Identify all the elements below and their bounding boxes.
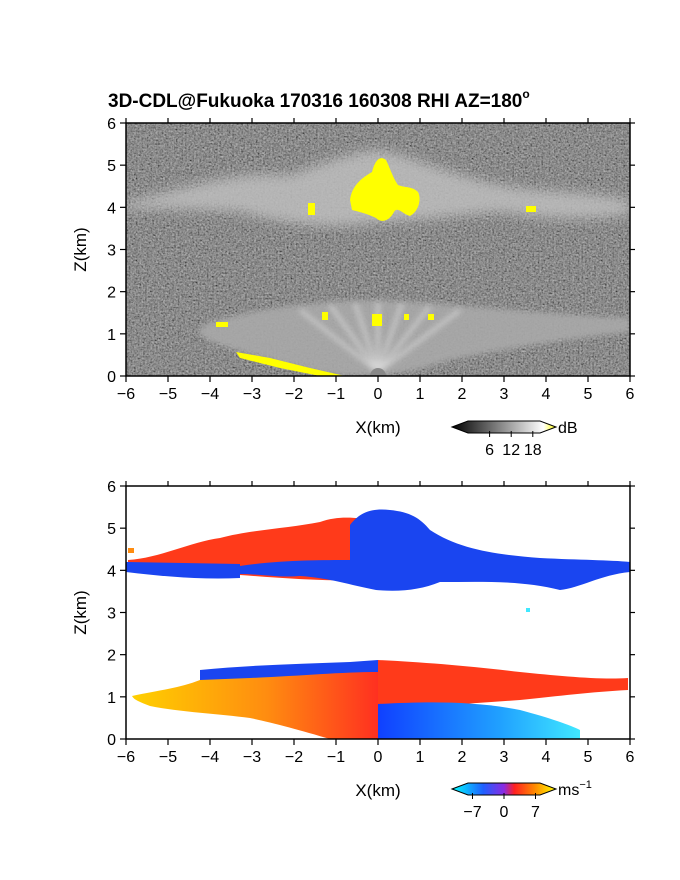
upper-east-region bbox=[240, 509, 630, 591]
velocity-xtick-label: 0 bbox=[374, 749, 383, 766]
reflectivity-colorbar-tick-label: 12 bbox=[502, 442, 520, 459]
velocity-colorbar: ms−1 −7 0 7 bbox=[450, 779, 592, 821]
velocity-xtick-label: 5 bbox=[584, 749, 593, 766]
reflectivity-ylabel: Z(km) bbox=[71, 227, 90, 271]
velocity-xtick-label: 6 bbox=[626, 749, 635, 766]
reflectivity-field bbox=[126, 123, 630, 376]
velocity-xlabel: X(km) bbox=[355, 781, 400, 800]
reflectivity-colorbar-tick-label: 6 bbox=[485, 442, 494, 459]
reflectivity-panel: −6 −5 −4 −3 −2 −1 0 1 2 3 4 5 6 0 1 2 3 4 5 6 X(km) Z(km) bbox=[71, 116, 635, 437]
reflectivity-xtick-label: −1 bbox=[327, 386, 345, 403]
velocity-ytick-label: 1 bbox=[107, 690, 116, 707]
velocity-xtick-label: −1 bbox=[327, 749, 345, 766]
velocity-ytick-label: 3 bbox=[107, 606, 116, 623]
reflectivity-xtick-label: −3 bbox=[243, 386, 261, 403]
velocity-ylabel: Z(km) bbox=[71, 590, 90, 634]
velocity-xtick-label: 3 bbox=[500, 749, 509, 766]
lower-west-region bbox=[132, 664, 378, 739]
velocity-ytick-label: 4 bbox=[107, 563, 116, 580]
reflectivity-colorbar: dB 6 12 18 bbox=[450, 420, 578, 459]
velocity-xtick-label: 4 bbox=[542, 749, 551, 766]
reflectivity-ytick-label: 3 bbox=[107, 243, 116, 260]
velocity-field bbox=[126, 486, 630, 739]
reflectivity-xtick-label: 6 bbox=[626, 386, 635, 403]
reflectivity-xtick-label: −5 bbox=[159, 386, 177, 403]
reflectivity-colorbar-tick-label: 18 bbox=[524, 442, 542, 459]
velocity-colorbar-tick-label: 7 bbox=[531, 804, 540, 821]
velocity-colorbar-unit: ms−1 bbox=[558, 779, 592, 799]
reflectivity-ytick-label: 4 bbox=[107, 200, 116, 217]
velocity-ytick-label: 5 bbox=[107, 521, 116, 538]
reflectivity-xtick-label: 0 bbox=[374, 386, 383, 403]
velocity-xtick-label: −2 bbox=[285, 749, 303, 766]
reflectivity-xtick-label: −2 bbox=[285, 386, 303, 403]
velocity-colorbar-tick-label: −7 bbox=[463, 804, 481, 821]
velocity-xtick-label: −6 bbox=[117, 749, 135, 766]
reflectivity-ytick-label: 0 bbox=[107, 369, 116, 386]
reflectivity-xtick-label: 5 bbox=[584, 386, 593, 403]
lower-east-upper-region bbox=[378, 660, 628, 710]
reflectivity-xtick-label: 4 bbox=[542, 386, 551, 403]
reflectivity-ytick-label: 5 bbox=[107, 158, 116, 175]
velocity-xtick-label: 1 bbox=[416, 749, 425, 766]
reflectivity-xtick-label: −4 bbox=[201, 386, 219, 403]
velocity-ytick-label: 6 bbox=[107, 479, 116, 496]
reflectivity-xtick-label: 1 bbox=[416, 386, 425, 403]
reflectivity-xtick-label: −6 bbox=[117, 386, 135, 403]
saturated-core bbox=[308, 158, 536, 221]
reflectivity-ytick-label: 6 bbox=[107, 116, 116, 133]
velocity-ytick-label: 2 bbox=[107, 648, 116, 665]
velocity-colorbar-tick-label: 0 bbox=[500, 804, 509, 821]
velocity-xtick-label: −4 bbox=[201, 749, 219, 766]
velocity-ytick-label: 0 bbox=[107, 732, 116, 749]
reflectivity-ytick-label: 2 bbox=[107, 285, 116, 302]
reflectivity-ytick-label: 1 bbox=[107, 327, 116, 344]
velocity-xtick-label: 2 bbox=[458, 749, 467, 766]
reflectivity-colorbar-unit: dB bbox=[558, 420, 578, 437]
reflectivity-xlabel: X(km) bbox=[355, 418, 400, 437]
velocity-panel: −6 −5 −4 −3 −2 −1 0 1 2 3 4 5 6 0 1 2 3 4 5 6 X(km) Z(km) bbox=[71, 479, 635, 800]
chart-title: 3D-CDL@Fukuoka 170316 160308 RHI AZ=180o bbox=[108, 87, 530, 112]
reflectivity-xtick-label: 2 bbox=[458, 386, 467, 403]
velocity-xtick-label: −3 bbox=[243, 749, 261, 766]
reflectivity-xtick-label: 3 bbox=[500, 386, 509, 403]
lower-east-region bbox=[378, 702, 580, 739]
velocity-xtick-label: −5 bbox=[159, 749, 177, 766]
